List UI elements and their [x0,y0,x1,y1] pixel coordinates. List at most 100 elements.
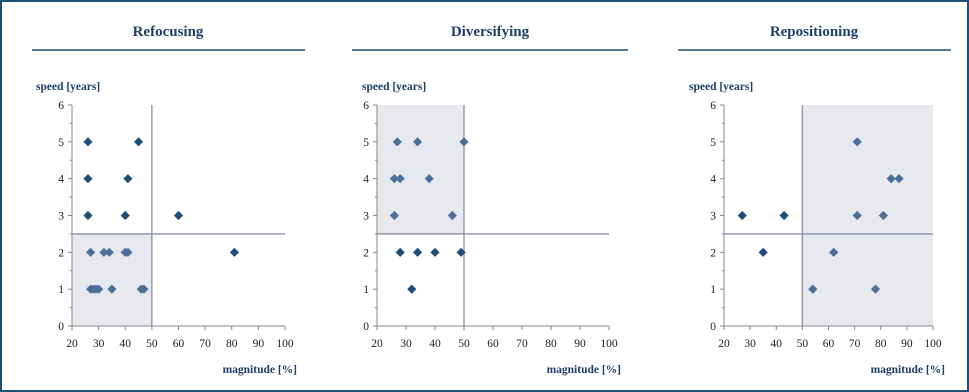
data-point [104,247,114,257]
x-tick-label: 40 [771,338,783,350]
y-tick-label: 0 [58,321,64,333]
x-tick-label: 100 [600,338,618,350]
y-axis-label: speed [years] [689,81,753,93]
data-point [447,210,457,221]
x-tick-label: 50 [146,338,158,350]
data-point [808,284,818,294]
data-point [173,210,184,221]
chart-panel-3: Repositioning 0 1 2 3 4 5 6 20 30 40 50 60 70 80 90 100 s… [678,24,951,376]
y-tick-label: 0 [363,321,369,333]
x-tick-label: 70 [849,338,861,350]
x-tick-label: 80 [226,338,238,350]
data-point [430,247,440,257]
x-axis-label: magnitude [%] [871,364,945,376]
data-point [83,210,93,221]
chart-title: Refocusing [133,24,204,40]
x-tick-label: 70 [516,338,528,350]
x-tick-label: 80 [545,338,557,350]
data-point [413,137,423,147]
y-tick-label: 2 [58,247,64,259]
y-tick-label: 3 [710,211,716,223]
x-tick-label: 60 [173,338,185,350]
data-point [83,137,93,147]
x-tick-label: 90 [901,338,913,350]
data-point [94,284,104,294]
x-tick-label: 50 [458,338,470,350]
data-point [737,210,747,221]
data-point [886,174,896,184]
y-tick-label: 5 [58,137,64,149]
data-point [86,247,96,257]
y-tick-label: 6 [58,100,64,112]
data-point [392,137,402,147]
y-tick-label: 5 [710,137,716,149]
x-tick-label: 50 [797,338,809,350]
x-tick-label: 30 [744,338,756,350]
data-point [456,247,466,257]
x-tick-label: 90 [574,338,586,350]
shaded-quadrant [802,105,933,326]
x-tick-label: 70 [199,338,211,350]
data-point [894,174,904,184]
x-tick-label: 100 [276,338,294,350]
data-point [133,137,144,147]
data-point [852,210,862,221]
data-point [107,284,117,294]
y-tick-label: 0 [710,321,716,333]
data-point [852,137,862,147]
data-point [99,247,109,257]
data-point [424,174,434,184]
data-point [779,210,789,221]
chart-panel-1: Refocusing 0 1 2 3 4 5 6 20 30 40 50 60 70 80 90 100 spee… [32,24,305,376]
x-tick-label: 90 [253,338,265,350]
x-tick-label: 30 [400,338,412,350]
y-tick-label: 3 [363,211,369,223]
data-point [229,247,240,257]
y-tick-label: 6 [710,100,716,112]
data-point [83,174,93,184]
y-tick-label: 4 [710,174,716,186]
y-tick-label: 1 [710,284,716,296]
x-tick-label: 100 [924,338,942,350]
x-tick-label: 80 [875,338,887,350]
chart-title: Diversifying [451,24,530,40]
x-tick-label: 60 [823,338,835,350]
y-tick-label: 1 [363,284,369,296]
y-axis-label: speed [years] [362,81,426,93]
data-point [459,137,469,147]
y-tick-label: 5 [363,137,369,149]
data-point [395,174,405,184]
y-axis-label: speed [years] [36,81,100,93]
data-point [120,210,130,221]
y-tick-label: 4 [58,174,64,186]
x-axis-label: magnitude [%] [547,364,621,376]
shaded-quadrant [72,233,152,326]
y-tick-label: 2 [710,247,716,259]
y-tick-label: 3 [58,211,64,223]
x-tick-label: 40 [429,338,441,350]
data-point [389,174,399,184]
y-tick-label: 6 [363,100,369,112]
y-tick-label: 2 [363,247,369,259]
x-tick-label: 20 [371,338,383,350]
data-point [139,284,149,294]
y-tick-label: 4 [363,174,369,186]
data-point [758,247,768,257]
data-point [878,210,888,221]
data-point [407,284,417,294]
chart-title: Repositioning [770,24,859,40]
data-point [870,284,881,294]
shaded-quadrant [377,105,464,234]
x-tick-label: 20 [66,338,78,350]
data-point [395,247,405,257]
data-point [389,210,399,221]
data-point [829,247,839,257]
data-point [413,247,423,257]
x-tick-label: 20 [718,338,730,350]
x-tick-label: 30 [93,338,105,350]
x-axis-label: magnitude [%] [223,364,297,376]
x-tick-label: 40 [120,338,132,350]
chart-panel-2: Diversifying 0 1 2 3 4 5 6 20 30 40 50 60 70 80 90 100 sp… [352,24,628,376]
data-point [123,174,133,184]
